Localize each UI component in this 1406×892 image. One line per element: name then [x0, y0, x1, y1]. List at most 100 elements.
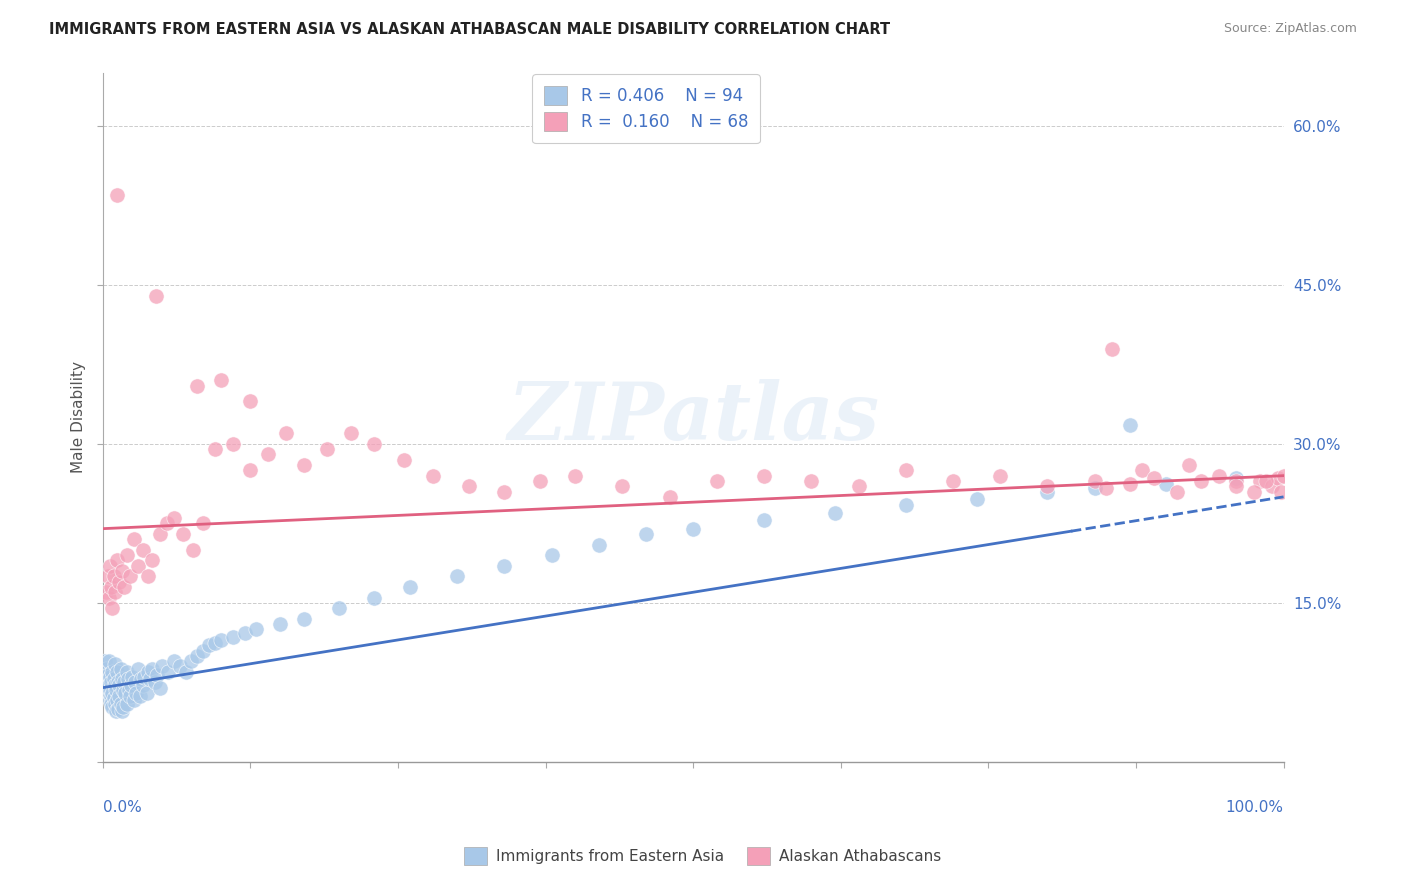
Point: [104, 585, 127, 599]
Point: [103, 569, 125, 583]
Point: [752, 513, 775, 527]
Point: [494, 558, 516, 573]
Point: [209, 373, 232, 387]
Point: [111, 699, 134, 714]
Text: IMMIGRANTS FROM EASTERN ASIA VS ALASKAN ATHABASCAN MALE DISABILITY CORRELATION C: IMMIGRANTS FROM EASTERN ASIA VS ALASKAN …: [49, 22, 890, 37]
Point: [529, 474, 551, 488]
Point: [540, 548, 562, 562]
Point: [1130, 463, 1153, 477]
Point: [129, 672, 152, 686]
Point: [222, 630, 245, 644]
Point: [682, 522, 704, 536]
Point: [120, 689, 142, 703]
Point: [257, 447, 280, 461]
Point: [97, 569, 120, 583]
Point: [94, 654, 117, 668]
Point: [105, 693, 128, 707]
Point: [1084, 474, 1107, 488]
Point: [104, 682, 127, 697]
Point: [134, 670, 156, 684]
Point: [98, 558, 121, 573]
Point: [1189, 474, 1212, 488]
Point: [104, 697, 127, 711]
Point: [97, 686, 120, 700]
Point: [145, 288, 167, 302]
Point: [988, 468, 1011, 483]
Legend: R = 0.406    N = 94, R =  0.160    N = 68: R = 0.406 N = 94, R = 0.160 N = 68: [533, 74, 759, 143]
Point: [98, 682, 121, 697]
Y-axis label: Male Disability: Male Disability: [72, 361, 86, 474]
Point: [163, 511, 186, 525]
Point: [150, 659, 173, 673]
Point: [122, 693, 145, 707]
Point: [117, 672, 139, 686]
Point: [100, 675, 122, 690]
Point: [97, 668, 120, 682]
Text: Source: ZipAtlas.com: Source: ZipAtlas.com: [1223, 22, 1357, 36]
Point: [110, 661, 132, 675]
Point: [111, 564, 134, 578]
Point: [186, 648, 208, 663]
Point: [108, 574, 131, 589]
Point: [245, 623, 267, 637]
Point: [100, 580, 122, 594]
Point: [588, 537, 610, 551]
Point: [124, 675, 146, 690]
Point: [239, 394, 262, 409]
Point: [894, 499, 917, 513]
Point: [422, 468, 444, 483]
Point: [1225, 474, 1247, 488]
Point: [274, 426, 297, 441]
Point: [104, 704, 127, 718]
Point: [222, 437, 245, 451]
Point: [658, 490, 681, 504]
Point: [1036, 484, 1059, 499]
Point: [292, 612, 315, 626]
Point: [269, 617, 291, 632]
Point: [1225, 471, 1247, 485]
Point: [634, 527, 657, 541]
Point: [111, 682, 134, 697]
Point: [112, 580, 135, 594]
Point: [125, 686, 148, 700]
Point: [156, 516, 179, 531]
Point: [1243, 484, 1265, 499]
Point: [706, 474, 728, 488]
Point: [363, 591, 385, 605]
Point: [120, 569, 142, 583]
Point: [103, 691, 125, 706]
Text: ZIPatlas: ZIPatlas: [508, 378, 879, 456]
Point: [98, 693, 121, 707]
Point: [1267, 471, 1289, 485]
Point: [446, 569, 468, 583]
Point: [108, 678, 131, 692]
Point: [1036, 479, 1059, 493]
Point: [172, 527, 194, 541]
Point: [97, 678, 120, 692]
Point: [328, 601, 350, 615]
Point: [148, 681, 170, 695]
Point: [193, 643, 215, 657]
Point: [1143, 471, 1166, 485]
Point: [204, 442, 226, 457]
Point: [96, 675, 118, 690]
Point: [363, 437, 385, 451]
Point: [115, 665, 138, 679]
Point: [136, 665, 159, 679]
Point: [169, 659, 191, 673]
Point: [143, 675, 166, 690]
Point: [112, 675, 135, 690]
Point: [1208, 468, 1230, 483]
Point: [1261, 479, 1284, 493]
Point: [139, 672, 162, 686]
Point: [101, 665, 124, 679]
Point: [96, 585, 118, 599]
Point: [127, 661, 149, 675]
Point: [494, 484, 516, 499]
Point: [316, 442, 339, 457]
Point: [458, 479, 481, 493]
Point: [399, 580, 422, 594]
Point: [564, 468, 586, 483]
Point: [1272, 468, 1295, 483]
Point: [239, 463, 262, 477]
